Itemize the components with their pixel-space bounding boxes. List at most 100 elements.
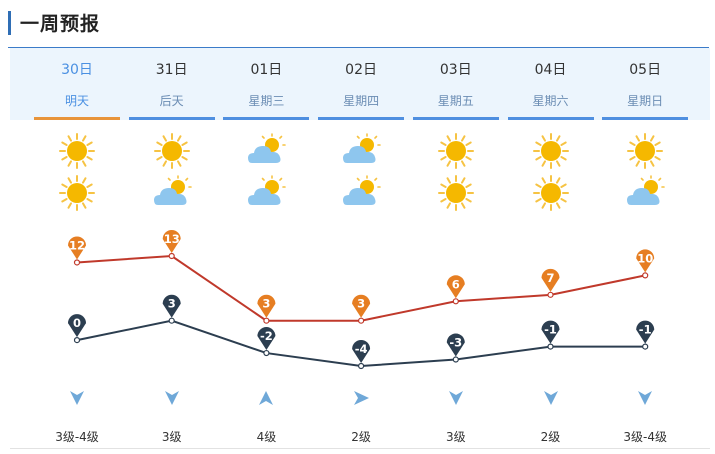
wind-level: 3级 [445,430,466,444]
high-temperature-label: 13 [164,232,180,246]
sun-icon [625,133,665,169]
day-tab-4[interactable]: 03日星期五 [411,48,501,120]
high-temperature-point [642,272,649,279]
cloudy-icon [341,133,381,169]
day-date: 31日 [155,62,188,78]
down-arrow-icon [630,389,660,407]
cloudy-icon [341,175,381,211]
high-temperature-point [168,252,175,260]
cloudy-icon [152,175,192,211]
low-temperature-point [263,349,270,357]
forecast-header: 一周预报 [0,0,715,48]
day-tab-underline [507,117,594,120]
wind-level: 3级 [161,430,182,444]
down-arrow-icon [157,389,187,407]
high-temperature-label: 6 [452,277,460,291]
high-temperature-marker: 3 [257,294,276,318]
day-tab-0[interactable]: 30日明天 [32,48,122,120]
day-name: 后天 [159,94,184,108]
day-tab-5[interactable]: 04日星期六 [506,48,596,120]
high-temperature-point [263,317,270,324]
cloudy-icon [246,133,287,169]
day-date: 02日 [345,62,377,78]
low-temperature-marker: -1 [541,320,560,344]
day-name: 星期日 [627,94,664,108]
day-name: 星期六 [532,94,569,108]
sun-icon [152,133,192,169]
high-temperature-label: 7 [546,271,554,285]
day-date: 03日 [439,62,472,78]
low-temperature-point [547,343,554,350]
day-tab-underline [128,117,215,120]
day-tab-underline [223,117,310,120]
wind-level: 2级 [540,430,561,444]
day-name: 星期五 [437,94,474,108]
sun-icon [531,175,571,211]
high-temperature-label: 10 [637,251,653,265]
day-date: 04日 [534,62,567,78]
low-temperature-point [452,356,459,363]
right-arrow-icon [346,389,376,407]
sun-icon [57,133,97,169]
high-temperature-point [358,317,365,324]
wind-level: 3级-4级 [623,430,667,444]
low-temperature-point [168,317,175,324]
cloudy-icon [246,175,287,211]
day-tab-3[interactable]: 02日星期四 [316,48,406,120]
high-temperature-point [547,291,554,298]
day-tab-underline [602,117,689,120]
forecast-title: 一周预报 [20,13,101,35]
day-tabs: 30日 明天 31日 后天 01日 星期三 02日 星期四 03日 星期五 04日 星期六 05日 星期日 [10,48,710,120]
low-temperature-label: -4 [355,342,368,356]
wind-level: 4级 [256,430,277,444]
low-temperature-label: -3 [449,336,462,350]
low-temperature-marker: 0 [67,314,87,338]
day-name: 星期三 [248,94,285,108]
day-name: 星期四 [343,94,380,108]
low-temperature-marker: 3 [162,294,181,318]
day-tab-underline [34,117,120,120]
wind-level: 3级-4级 [55,430,99,444]
day-tab-1[interactable]: 31日后天 [127,48,217,120]
sun-icon [436,175,476,211]
high-temperature-marker: 7 [541,268,560,292]
down-arrow-icon [441,389,471,407]
day-tab-underline [318,117,405,120]
day-date: 30日 [61,62,93,78]
low-temperature-label: -2 [260,329,273,343]
day-date: 05日 [629,62,662,78]
day-date: 01日 [250,62,283,78]
high-temperature-label: 12 [69,238,85,252]
low-temperature-point [358,362,365,370]
high-temperature-marker: 12 [67,236,87,260]
low-temperature-point [642,343,649,350]
day-tab-2[interactable]: 01日星期三 [221,48,311,120]
low-temperature-marker: -2 [257,327,276,351]
high-temperature-marker: 6 [446,275,465,299]
wind-level: 2级 [351,430,371,444]
low-temperature-point [73,337,81,344]
down-arrow-icon [536,389,566,407]
day-tab-underline [412,117,499,120]
low-temperature-marker: -4 [352,340,371,363]
low-temperature-label: 0 [73,316,81,330]
sun-icon [57,175,97,211]
up-arrow-icon [251,389,281,407]
low-temperature-marker: -3 [446,333,465,357]
day-tab-6[interactable]: 05日星期日 [600,48,690,120]
high-temperature-marker: 13 [162,230,181,253]
sun-icon [436,133,476,169]
cloudy-icon [625,175,665,211]
header-divider [8,47,709,48]
day-name: 明天 [64,94,89,108]
bottom-divider [10,448,710,449]
sun-icon [531,133,571,169]
low-temperature-label: -1 [544,323,557,337]
high-temperature-marker: 3 [352,294,371,318]
low-temperature-marker: -1 [636,320,655,344]
high-temperature-point [73,259,81,266]
title-accent-bar [8,11,11,35]
down-arrow-icon [62,389,92,407]
high-temperature-label: 3 [357,297,365,311]
